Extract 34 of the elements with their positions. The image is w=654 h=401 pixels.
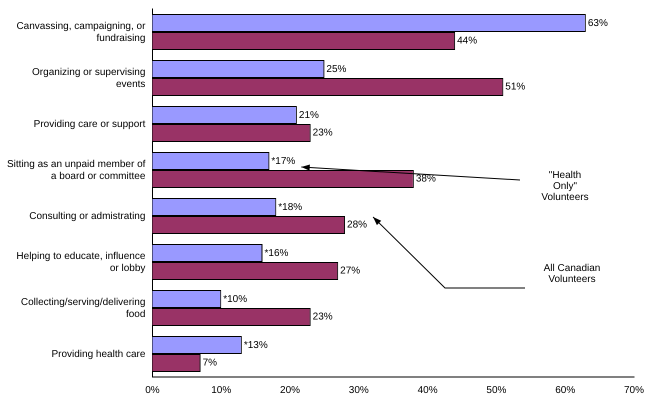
x-tick-label: 20% (280, 384, 300, 396)
data-label: 44% (457, 36, 478, 47)
x-tick-label: 60% (555, 384, 576, 396)
y-tick-label: Providing care or support (34, 118, 146, 130)
text: All Canadian Volunteers (544, 262, 600, 285)
data-label: 38% (416, 174, 436, 185)
data-label: *17% (271, 156, 296, 167)
y-tick-label: Providing health care (51, 348, 146, 360)
data-label: 23% (312, 128, 333, 139)
x-tick-label: 40% (418, 384, 438, 396)
x-tick-label: 10% (211, 384, 232, 396)
data-label: *18% (278, 202, 302, 213)
data-label: *10% (223, 294, 248, 305)
data-label: 27% (340, 266, 360, 277)
x-tick-label: 50% (486, 384, 507, 396)
x-tick-label: 70% (624, 384, 644, 396)
text: "Health Only" Volunteers (541, 170, 589, 203)
x-tick-label: 30% (348, 384, 369, 396)
y-tick-label: Sitting as an unpaid member of a board or committee (6, 158, 146, 182)
x-tick-label: 0% (145, 384, 160, 396)
data-label: 25% (326, 64, 347, 75)
data-label: 7% (202, 358, 218, 369)
data-label: 23% (312, 312, 333, 323)
y-tick-label: Consulting or admistrating (29, 210, 146, 222)
y-tick-label: Helping to educate, influence or lobby (16, 250, 146, 274)
data-label: *16% (264, 248, 289, 259)
data-label: 63% (588, 18, 608, 29)
data-label: 28% (347, 220, 368, 231)
data-label: 21% (298, 110, 320, 121)
y-tick-label: Organizing or supervising events (32, 66, 146, 90)
y-tick-label: Collecting/serving/delivering food (20, 296, 146, 320)
data-label: 51% (505, 82, 526, 93)
data-label: *13% (244, 340, 268, 351)
y-tick-label: Canvassing, campaigning, or fundraising (16, 20, 146, 44)
